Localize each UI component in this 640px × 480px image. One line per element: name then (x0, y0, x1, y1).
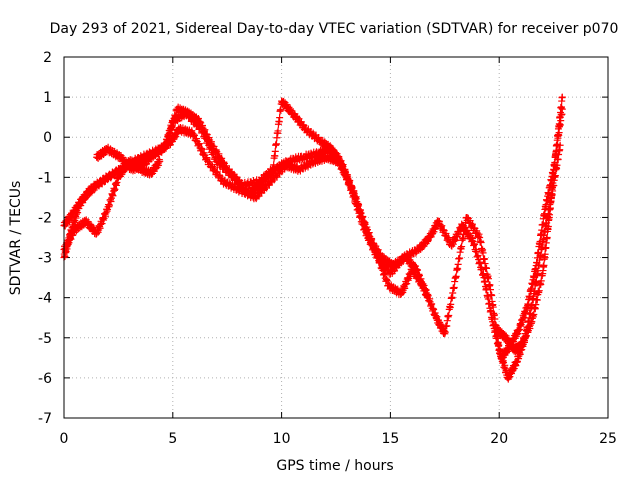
data-point (190, 130, 198, 138)
data-point (276, 114, 284, 122)
y-tick-label: 1 (43, 90, 52, 106)
data-point (156, 157, 164, 165)
data-point (541, 250, 549, 258)
y-tick-label: -4 (38, 291, 52, 307)
data-point (452, 272, 460, 280)
data-point (450, 284, 458, 292)
data-point (558, 93, 566, 101)
x-tick-label: 25 (599, 431, 617, 447)
data-point (447, 300, 455, 308)
x-tick-labels: 0 5 10 15 20 25 (60, 431, 617, 447)
data-point (489, 303, 497, 311)
data-point (458, 243, 466, 251)
y-tick-label: -2 (38, 210, 52, 226)
grid (64, 57, 608, 418)
data-point (555, 120, 563, 128)
y-tick-label: -3 (38, 251, 52, 267)
x-tick-label: 0 (60, 431, 69, 447)
data-point (540, 261, 548, 269)
data-point (271, 147, 279, 155)
x-tick-label: 15 (381, 431, 399, 447)
x-axis-label: GPS time / hours (276, 458, 393, 474)
data-point (550, 172, 558, 180)
data-points (60, 93, 566, 383)
data-point (548, 192, 556, 200)
y-tick-label: -6 (38, 371, 52, 387)
data-point (460, 231, 468, 239)
data-point (104, 176, 112, 184)
data-point (195, 141, 203, 149)
series-track-e (493, 93, 566, 356)
data-point (546, 204, 554, 212)
series-track-d (60, 156, 164, 254)
data-point (423, 294, 431, 302)
data-point (485, 275, 493, 283)
x-tick-label: 20 (490, 431, 508, 447)
data-point (537, 251, 545, 259)
data-point (456, 254, 464, 262)
y-tick-label: -5 (38, 331, 52, 347)
data-point (272, 140, 280, 148)
y-tick-label: 2 (43, 50, 52, 66)
series-track-a (60, 105, 566, 363)
data-point (270, 161, 278, 169)
data-point (549, 179, 557, 187)
data-point (101, 177, 109, 185)
series-track-c (93, 97, 431, 302)
data-point (543, 233, 551, 241)
chart-title: Day 293 of 2021, Sidereal Day-to-day VTE… (50, 21, 619, 37)
y-tick-labels: 2 1 0 -1 -2 -3 -4 -5 -6 -7 (38, 50, 52, 427)
data-point (195, 140, 203, 148)
data-point (198, 145, 206, 153)
data-point (551, 160, 559, 168)
data-point (218, 154, 226, 162)
data-point (215, 150, 223, 158)
data-point (211, 164, 219, 172)
data-point (274, 127, 282, 135)
y-tick-label: -7 (38, 411, 52, 427)
data-point (445, 311, 453, 319)
y-tick-label: -1 (38, 170, 52, 186)
data-point (554, 131, 562, 139)
data-point (544, 222, 552, 230)
y-axis-label: SDTVAR / TECUs (8, 181, 24, 296)
data-point (197, 145, 205, 153)
data-point (220, 158, 228, 166)
x-tick-label: 10 (273, 431, 291, 447)
data-point (477, 239, 485, 247)
axis-ticks (63, 56, 609, 419)
data-point (193, 135, 201, 143)
data-point (488, 292, 496, 300)
data-point (557, 103, 565, 111)
x-tick-label: 5 (168, 431, 177, 447)
plot-frame (63, 56, 609, 419)
data-point (203, 154, 211, 162)
y-tick-label: 0 (43, 130, 52, 146)
